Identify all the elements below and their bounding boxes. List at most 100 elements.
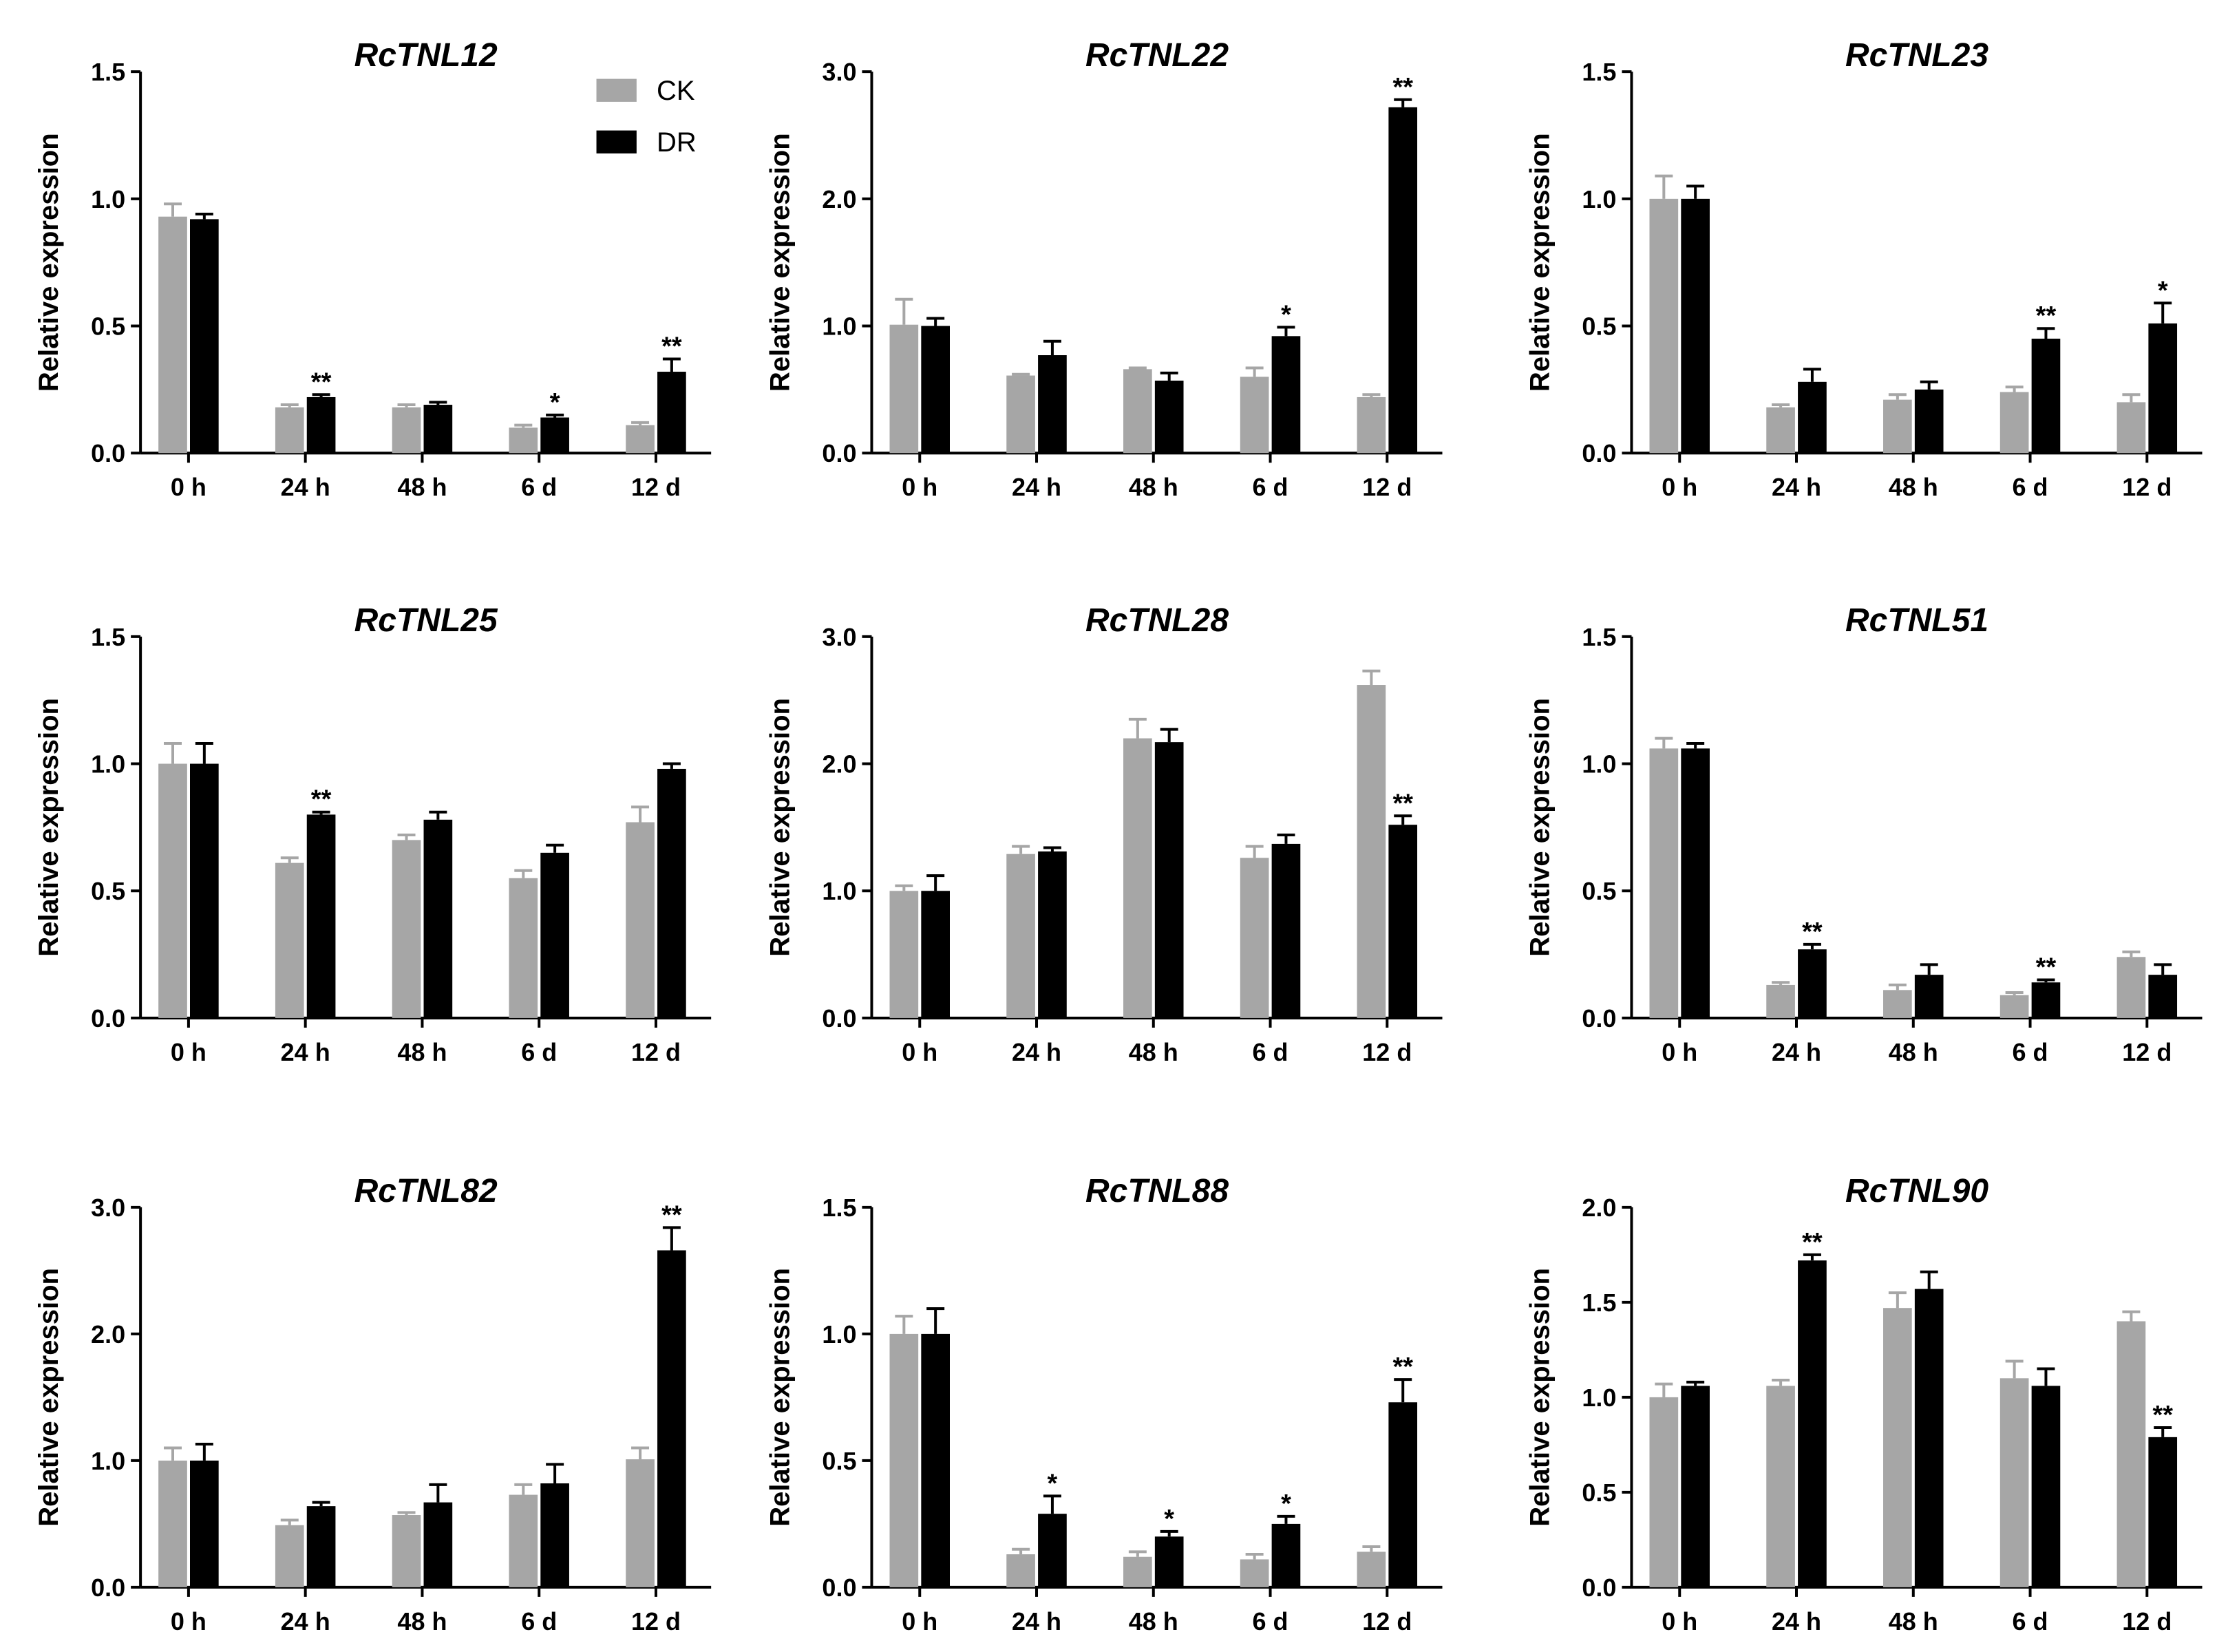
bar-ck-24h bbox=[1766, 407, 1795, 454]
bar-ck-48h bbox=[1123, 1556, 1152, 1587]
bar-ck-12d bbox=[626, 1459, 655, 1587]
significance-marker: ** bbox=[661, 332, 682, 361]
y-axis-label: Relative expression bbox=[1525, 1268, 1555, 1527]
bar-dr-6d bbox=[1271, 843, 1301, 1018]
chart-title: RcTNL23 bbox=[1845, 37, 1988, 74]
bar-ck-24h bbox=[275, 407, 304, 454]
bar-ck-12d bbox=[626, 425, 655, 454]
y-tick-label: 2.0 bbox=[91, 1320, 125, 1348]
x-tick-label: 48 h bbox=[397, 1607, 447, 1635]
bar-dr-0h bbox=[921, 1333, 950, 1587]
y-tick-label: 2.0 bbox=[1582, 1194, 1616, 1222]
bar-dr-12d bbox=[1388, 107, 1418, 454]
bar-ck-48h bbox=[1123, 738, 1152, 1018]
x-tick-label: 24 h bbox=[1772, 473, 1821, 501]
chart-rctnl88: RcTNL88 Relative expression 0.0 0.5 1.0 1.5 0 … bbox=[765, 1173, 1443, 1635]
chart-rctnl28: RcTNL28 Relative expression 0.0 1.0 2.0 3.0 0 … bbox=[765, 602, 1443, 1066]
x-tick-label: 24 h bbox=[1012, 473, 1061, 501]
bar-ck-0h bbox=[889, 324, 919, 454]
x-tick-label: 48 h bbox=[1129, 1038, 1178, 1066]
chart-title: RcTNL25 bbox=[354, 602, 498, 639]
legend-label-ck: CK bbox=[657, 76, 695, 106]
x-tick-label: 12 d bbox=[2122, 1038, 2172, 1066]
x-tick-label: 6 d bbox=[1253, 1607, 1288, 1635]
y-tick-label: 1.0 bbox=[822, 1320, 856, 1348]
y-tick-label: 3.0 bbox=[822, 58, 856, 86]
bar-dr-48h bbox=[1154, 1536, 1184, 1587]
x-tick-label: 6 d bbox=[2013, 1607, 2048, 1635]
bar-ck-48h bbox=[1883, 1308, 1912, 1587]
bar-dr-6d bbox=[1271, 1523, 1301, 1587]
bar-dr-48h bbox=[1154, 380, 1184, 454]
chart-rctnl82: RcTNL82 Relative expression 0.0 1.0 2.0 3.0 0 … bbox=[34, 1173, 712, 1635]
legend-swatch-ck bbox=[596, 78, 637, 102]
significance-marker: ** bbox=[2036, 953, 2057, 982]
y-tick-label: 0.5 bbox=[1582, 313, 1616, 341]
legend: CK DR bbox=[596, 76, 697, 158]
y-tick-label: 1.0 bbox=[822, 877, 856, 905]
bar-dr-0h bbox=[189, 763, 219, 1018]
x-tick-label: 48 h bbox=[1889, 1607, 1938, 1635]
x-tick-label: 12 d bbox=[2122, 1607, 2172, 1635]
y-tick-label: 1.0 bbox=[91, 185, 125, 213]
y-tick-label: 3.0 bbox=[822, 623, 856, 651]
bar-ck-24h bbox=[1006, 1554, 1035, 1587]
chart-rctnl90: RcTNL90 Relative expression 0.0 0.5 1.0 1.5 2.… bbox=[1525, 1173, 2203, 1635]
y-axis-label: Relative expression bbox=[34, 1268, 64, 1527]
y-axis-label: Relative expression bbox=[765, 133, 795, 392]
y-tick-label: 1.0 bbox=[1582, 185, 1616, 213]
bar-dr-24h bbox=[1038, 851, 1067, 1018]
y-tick-label: 0.0 bbox=[91, 439, 125, 467]
x-tick-label: 24 h bbox=[1772, 1038, 1821, 1066]
x-tick-label: 48 h bbox=[1889, 473, 1938, 501]
bar-dr-24h bbox=[1798, 1260, 1827, 1587]
bar-ck-0h bbox=[158, 1460, 187, 1587]
bar-ck-0h bbox=[889, 891, 919, 1018]
x-tick-label: 6 d bbox=[1253, 473, 1288, 501]
x-tick-label: 48 h bbox=[397, 1038, 447, 1066]
x-tick-label: 6 d bbox=[1253, 1038, 1288, 1066]
bar-dr-0h bbox=[1681, 748, 1710, 1018]
bar-ck-24h bbox=[1006, 375, 1035, 454]
chart-title: RcTNL28 bbox=[1085, 602, 1229, 639]
bar-dr-48h bbox=[1914, 1289, 1944, 1587]
y-tick-label: 3.0 bbox=[91, 1194, 125, 1222]
x-tick-label: 12 d bbox=[1362, 1607, 1412, 1635]
y-tick-label: 0.0 bbox=[1582, 439, 1616, 467]
bar-dr-6d bbox=[540, 417, 569, 454]
y-tick-label: 1.0 bbox=[1582, 1384, 1616, 1412]
x-tick-label: 48 h bbox=[1129, 1607, 1178, 1635]
legend-swatch-dr bbox=[596, 130, 637, 153]
y-axis-label: Relative expression bbox=[1525, 698, 1555, 957]
significance-marker: ** bbox=[1802, 1228, 1823, 1257]
legend-label-dr: DR bbox=[657, 127, 697, 158]
significance-marker: * bbox=[2158, 276, 2168, 305]
significance-marker: * bbox=[1164, 1505, 1174, 1534]
bar-ck-0h bbox=[1649, 748, 1679, 1018]
y-axis-label: Relative expression bbox=[1525, 133, 1555, 392]
bar-dr-12d bbox=[657, 372, 686, 454]
chart-rctnl22: RcTNL22 Relative expression 0.0 1.0 2.0 3.0 0 … bbox=[765, 37, 1443, 501]
y-tick-label: 0.0 bbox=[822, 1574, 856, 1602]
x-tick-label: 6 d bbox=[2013, 1038, 2048, 1066]
x-tick-label: 6 d bbox=[521, 473, 557, 501]
bar-ck-24h bbox=[275, 1525, 304, 1587]
bar-dr-48h bbox=[423, 819, 453, 1018]
x-tick-label: 24 h bbox=[281, 1038, 330, 1066]
y-tick-label: 2.0 bbox=[822, 185, 856, 213]
bar-ck-6d bbox=[1240, 858, 1269, 1018]
significance-marker: ** bbox=[1392, 1353, 1413, 1381]
bar-dr-12d bbox=[2148, 975, 2178, 1018]
significance-marker: ** bbox=[311, 368, 332, 396]
x-tick-label: 0 h bbox=[1662, 1038, 1697, 1066]
x-tick-label: 0 h bbox=[902, 1607, 937, 1635]
bar-dr-6d bbox=[540, 1483, 569, 1587]
bar-ck-24h bbox=[1006, 854, 1035, 1018]
x-tick-label: 48 h bbox=[397, 473, 447, 501]
y-tick-label: 0.5 bbox=[1582, 1479, 1616, 1507]
significance-marker: * bbox=[1048, 1469, 1058, 1498]
bar-dr-24h bbox=[306, 396, 336, 454]
bar-ck-6d bbox=[1999, 995, 2029, 1018]
y-axis-label: Relative expression bbox=[34, 698, 64, 957]
bar-ck-6d bbox=[1240, 1559, 1269, 1587]
